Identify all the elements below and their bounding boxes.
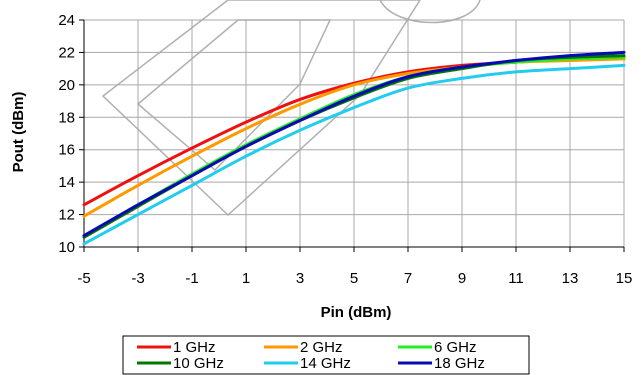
y-tick-label: 24 (58, 12, 75, 29)
y-tick-label: 16 (58, 142, 75, 159)
legend: 1 GHz 2 GHz 6 GHz 10 GHz 14 GHz 18 GHz (122, 335, 530, 375)
x-tick-label: -1 (185, 270, 198, 287)
x-tick-labels: -5 -3 -1 1 3 5 7 9 11 13 15 (77, 270, 632, 287)
legend-box (122, 335, 530, 375)
y-axis-title: Pout (dBm) (10, 92, 27, 173)
series-line (82, 50, 626, 238)
y-tick-label: 18 (58, 109, 75, 126)
series-lines (82, 50, 626, 246)
grid-lines (83, 19, 625, 248)
series-line (82, 63, 626, 246)
x-tick-label: 13 (562, 270, 579, 287)
x-tick-label: 5 (350, 270, 358, 287)
x-axis-title: Pin (dBm) (321, 304, 392, 321)
x-tick-label: 1 (242, 270, 250, 287)
y-tick-label: 12 (58, 207, 75, 224)
x-tick-label: 9 (458, 270, 466, 287)
x-tick-label: -5 (77, 270, 90, 287)
legend-label: 1 GHz (173, 339, 216, 356)
legend-label: 14 GHz (300, 355, 351, 372)
y-tick-label: 22 (58, 44, 75, 61)
x-tick-label: 3 (296, 270, 304, 287)
legend-label: 6 GHz (434, 339, 477, 356)
x-tick-label: 15 (616, 270, 633, 287)
legend-label: 10 GHz (173, 355, 224, 372)
plot-frame (79, 19, 625, 252)
y-tick-label: 10 (58, 239, 75, 256)
x-tick-label: 11 (508, 270, 524, 287)
legend-label: 18 GHz (434, 355, 485, 372)
y-tick-label: 14 (58, 174, 75, 191)
y-tick-labels: 10 12 14 16 18 20 22 24 (58, 12, 75, 256)
x-tick-label: 7 (404, 270, 412, 287)
x-tick-label: -3 (131, 270, 144, 287)
legend-label: 2 GHz (300, 339, 343, 356)
y-tick-label: 20 (58, 77, 75, 94)
